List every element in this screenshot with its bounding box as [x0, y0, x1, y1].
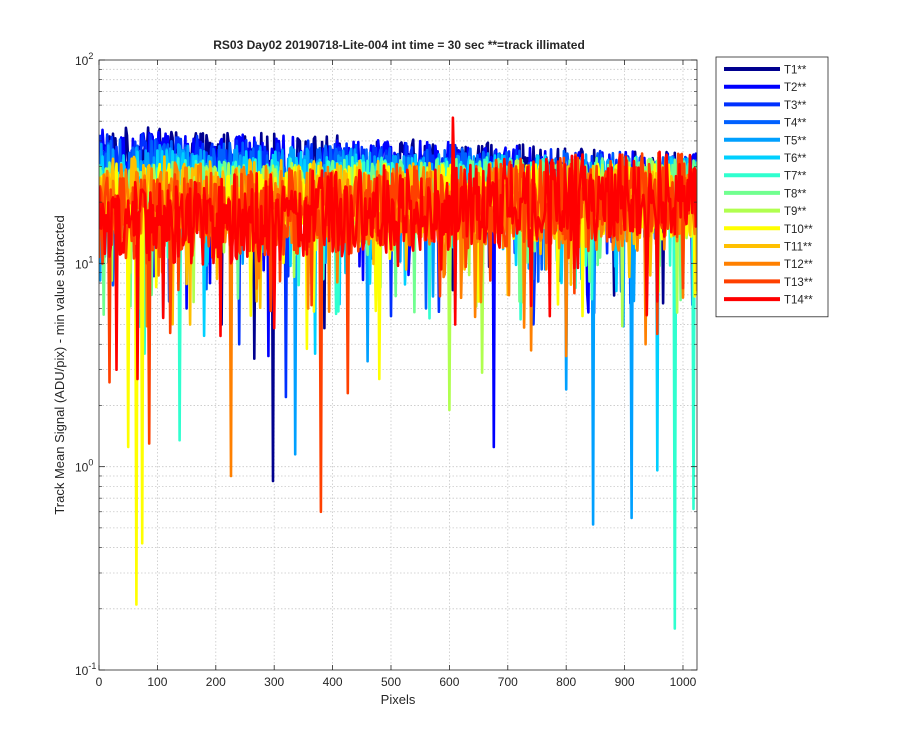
- plot-viewport: [99, 116, 697, 630]
- y-tick-label: 102: [75, 51, 93, 68]
- axes-box: [98, 59, 698, 671]
- legend-box: [715, 56, 829, 318]
- legend-label: T9**: [784, 206, 807, 218]
- x-tick-label: 800: [556, 675, 576, 689]
- legend-label: T5**: [784, 135, 807, 147]
- x-tick-label: 600: [439, 675, 459, 689]
- legend-label: T1**: [784, 65, 807, 77]
- x-axis: 0 100 200 300 400 500 600 700 800 900 1000: [96, 60, 697, 689]
- x-tick-label: 700: [498, 675, 518, 689]
- legend-label: T6**: [784, 153, 807, 165]
- legend-label: T12**: [784, 259, 813, 271]
- series-line-t4: [99, 138, 697, 315]
- x-axis-label: Pixels: [381, 692, 416, 707]
- x-tick-label: 0: [96, 675, 103, 689]
- x-tick-label: 500: [381, 675, 401, 689]
- x-tick-label: 400: [323, 675, 343, 689]
- legend-label: T10**: [784, 224, 813, 236]
- x-tick-label: 100: [147, 675, 167, 689]
- series-line-t14: [99, 116, 697, 381]
- y-axis-label: Track Mean Signal (ADU/pix) - min value …: [52, 215, 67, 514]
- legend-label: T14**: [784, 295, 813, 307]
- legend: T1** T2** T3** T4** T5** T6** T7** T8** T9** T10*…: [715, 56, 829, 318]
- legend-label: T2**: [784, 82, 807, 94]
- x-tick-label: 1000: [670, 675, 697, 689]
- x-tick-label: 300: [264, 675, 284, 689]
- legend-label: T13**: [784, 277, 813, 289]
- y-tick-label: 101: [75, 254, 93, 271]
- chart-title: RS03 Day02 20190718-Lite-004 int time = …: [213, 38, 585, 52]
- y-tick-label: 100: [75, 458, 93, 475]
- legend-label: T7**: [784, 171, 807, 183]
- series-lines: [99, 116, 697, 630]
- legend-label: T3**: [784, 100, 807, 112]
- x-tick-label: 900: [615, 675, 635, 689]
- x-tick-label: 200: [206, 675, 226, 689]
- y-axis: 10-1 100 101 102: [75, 51, 697, 678]
- legend-label: T11**: [784, 242, 812, 254]
- y-tick-label: 10-1: [75, 661, 96, 678]
- legend-label: T4**: [784, 118, 807, 130]
- legend-label: T8**: [784, 188, 807, 200]
